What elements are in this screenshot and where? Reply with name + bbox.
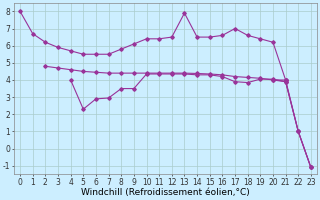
X-axis label: Windchill (Refroidissement éolien,°C): Windchill (Refroidissement éolien,°C) (81, 188, 250, 197)
